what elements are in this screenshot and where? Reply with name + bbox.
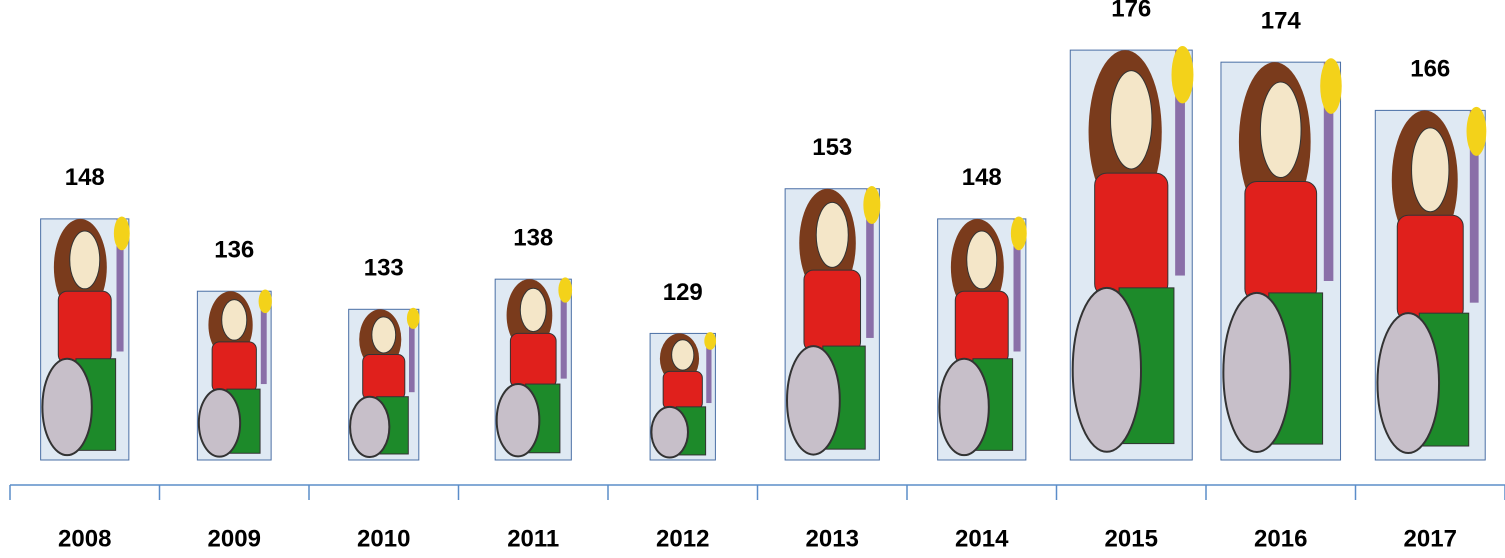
value-label: 176 — [1111, 0, 1151, 22]
figure-wheel — [1223, 293, 1290, 452]
figure-lamp — [1011, 216, 1027, 250]
x-tick-label: 2013 — [806, 525, 859, 552]
x-tick-label: 2011 — [507, 525, 559, 552]
figure-torso — [663, 371, 702, 409]
figure-torso — [58, 291, 111, 363]
value-label: 136 — [214, 237, 254, 264]
figure-lamp — [1467, 107, 1487, 156]
figure-lamp — [259, 290, 272, 314]
figure-lamp — [1320, 58, 1342, 114]
figure-face — [967, 231, 997, 289]
figure-torso — [363, 355, 405, 400]
figure-torso — [510, 333, 556, 387]
value-label: 166 — [1410, 56, 1450, 83]
figure-wheel — [350, 397, 389, 457]
figure-wheel — [1377, 313, 1439, 453]
figure-lamp — [704, 332, 716, 350]
figure-face — [1260, 82, 1301, 177]
figure — [1375, 107, 1486, 460]
figure-face — [520, 288, 546, 331]
figure — [349, 308, 420, 460]
figure-lamp — [1172, 46, 1194, 103]
figure-face — [816, 202, 848, 267]
value-label: 174 — [1261, 8, 1302, 35]
x-tick-label: 2015 — [1105, 525, 1158, 552]
figure-face — [222, 300, 247, 341]
figure — [197, 290, 271, 460]
x-tick-label: 2014 — [955, 525, 1009, 552]
value-label: 133 — [364, 255, 404, 282]
figure-torso — [212, 342, 256, 393]
x-tick-label: 2009 — [208, 525, 261, 552]
figure — [495, 277, 572, 460]
figure-wheel — [42, 359, 91, 455]
figure-torso — [955, 291, 1008, 363]
figure-torso — [1397, 215, 1463, 320]
figure — [938, 216, 1027, 460]
figure-wheel — [1073, 288, 1141, 452]
figure-torso — [804, 270, 861, 351]
figure-face — [372, 317, 396, 353]
value-label: 148 — [962, 164, 1002, 191]
x-tick-label: 2012 — [656, 525, 709, 552]
figure-wheel — [199, 389, 240, 457]
figure-torso — [1245, 182, 1317, 301]
value-label: 148 — [65, 164, 105, 191]
x-tick-label: 2017 — [1404, 525, 1457, 552]
x-tick-label: 2008 — [58, 525, 111, 552]
figure-lamp — [114, 216, 130, 250]
figure-wheel — [651, 407, 688, 458]
figure — [1221, 58, 1342, 460]
figure-torso — [1095, 173, 1168, 296]
figure — [41, 216, 130, 460]
value-label: 138 — [513, 225, 553, 252]
x-tick-label: 2016 — [1254, 525, 1307, 552]
figure-lamp — [407, 308, 420, 329]
figure-wheel — [787, 346, 840, 455]
figure-face — [1111, 71, 1152, 169]
x-tick-label: 2010 — [357, 525, 410, 552]
figure — [1070, 46, 1193, 460]
figure — [650, 332, 716, 460]
value-label: 129 — [663, 279, 703, 306]
chart: 148 2008 136 2009 133 2010 138 2011 129 2012 153 20… — [0, 0, 1505, 558]
figure-face — [70, 231, 100, 289]
figure-wheel — [939, 359, 988, 455]
figure-wheel — [497, 384, 540, 456]
figure — [785, 186, 880, 460]
value-label: 153 — [812, 134, 852, 161]
figure-lamp — [863, 186, 880, 224]
figure-face — [1412, 128, 1449, 212]
figure-face — [672, 340, 694, 370]
figure-lamp — [558, 277, 572, 302]
